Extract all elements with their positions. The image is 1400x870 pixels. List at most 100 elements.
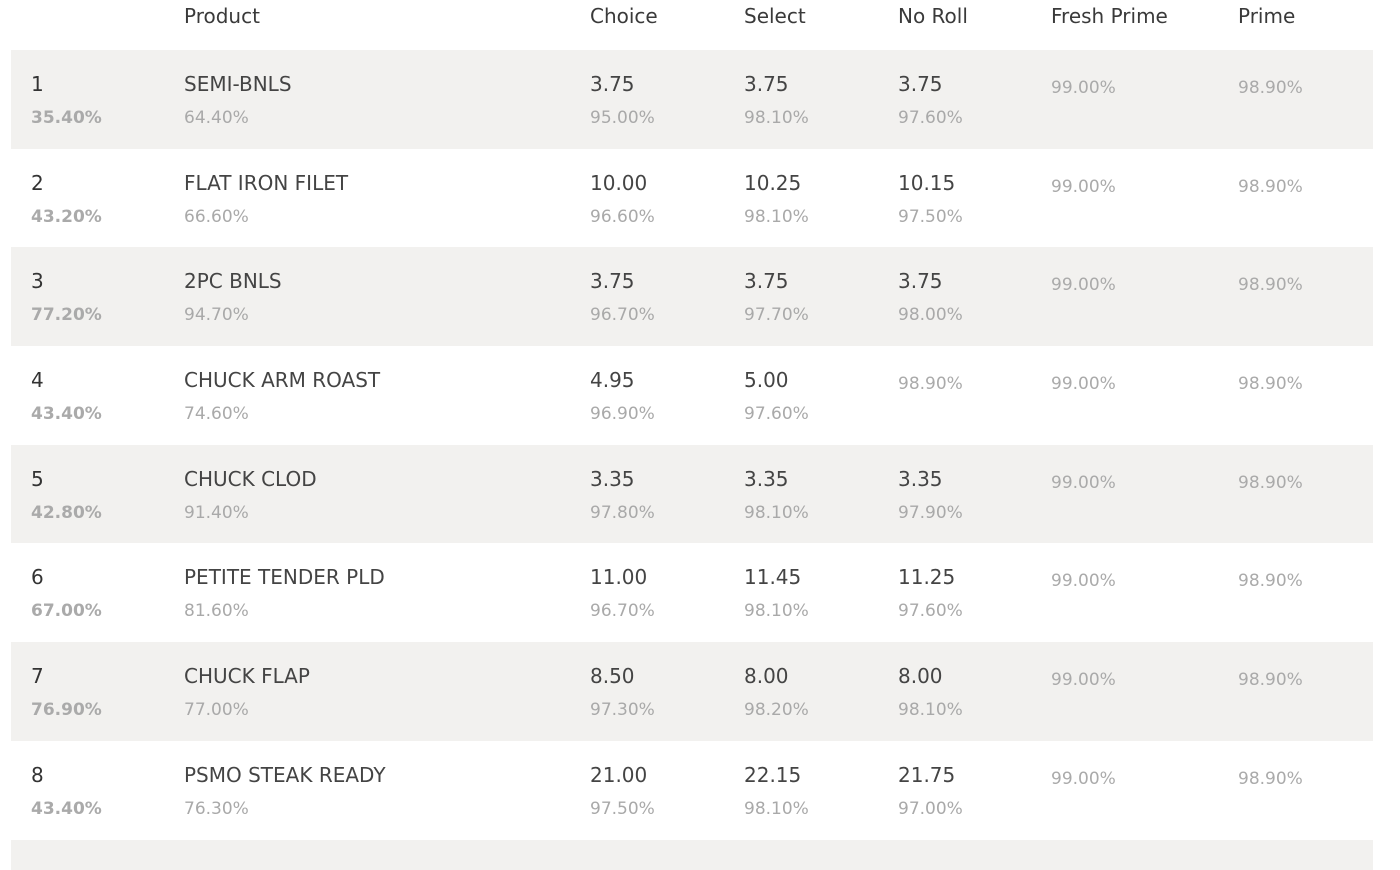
no-roll-cell: 3.35 97.90% — [898, 467, 963, 525]
no-roll-cell: 8.00 98.10% — [898, 664, 963, 722]
no-roll-cell: 10.15 97.50% — [898, 171, 963, 229]
header-choice[interactable]: Choice — [590, 4, 658, 28]
rank-value: 5 — [31, 466, 44, 491]
header-prime[interactable]: Prime — [1238, 4, 1296, 28]
rank-cell: 5 42.80% — [31, 467, 102, 525]
product-cell: PETITE TENDER PLD 81.60% — [184, 565, 385, 623]
product-cell: FLAT IRON FILET 66.60% — [184, 171, 348, 229]
table-row[interactable]: 8 43.40% PSMO STEAK READY 76.30% 21.00 9… — [11, 741, 1373, 840]
product-value: FLAT IRON FILET — [184, 170, 349, 195]
no-roll-percent: 98.00% — [898, 305, 963, 326]
product-cell: SEMI-BNLS 64.40% — [184, 72, 292, 130]
select-percent: 98.10% — [744, 798, 809, 819]
choice-value: 8.50 — [590, 664, 635, 689]
prime-percent: 98.90% — [1238, 176, 1303, 197]
no-roll-cell: 3.75 97.60% — [898, 72, 963, 130]
no-roll-cell: 21.75 97.00% — [898, 763, 963, 821]
choice-value: 3.35 — [590, 466, 635, 491]
rank-percent: 43.20% — [31, 206, 102, 227]
select-value: 3.75 — [744, 72, 789, 96]
product-cell: CHUCK FLAP 77.00% — [184, 664, 310, 722]
choice-percent: 95.00% — [590, 108, 655, 128]
rank-value: 1 — [31, 72, 44, 96]
no-roll-value: 10.15 — [898, 170, 956, 195]
header-fresh-prime[interactable]: Fresh Prime — [1051, 4, 1168, 28]
prime-percent: 98.90% — [1238, 374, 1303, 395]
product-cell: CHUCK CLOD 91.40% — [184, 467, 317, 525]
choice-percent: 96.90% — [590, 404, 655, 425]
rank-percent: 43.40% — [31, 404, 102, 425]
rank-percent: 35.40% — [31, 108, 102, 128]
table-row-partial — [11, 839, 1373, 870]
no-roll-value: 3.75 — [898, 72, 943, 96]
no-roll-percent: 97.00% — [898, 798, 963, 819]
product-value: PSMO STEAK READY — [184, 762, 386, 787]
no-roll-percent: 97.60% — [898, 601, 963, 622]
select-value: 11.45 — [744, 565, 802, 590]
choice-cell: 3.75 96.70% — [590, 269, 655, 327]
select-cell: 8.00 98.20% — [744, 664, 809, 722]
select-percent: 98.10% — [744, 206, 809, 227]
table-row[interactable]: 2 43.20% FLAT IRON FILET 66.60% 10.00 96… — [11, 149, 1373, 248]
rank-cell: 8 43.40% — [31, 763, 102, 821]
product-value: PETITE TENDER PLD — [184, 565, 385, 590]
product-value: 2PC BNLS — [184, 269, 282, 294]
rank-cell: 6 67.00% — [31, 565, 102, 623]
rank-value: 2 — [31, 170, 44, 195]
choice-cell: 8.50 97.30% — [590, 664, 655, 722]
fresh-prime-percent: 99.00% — [1051, 78, 1116, 98]
product-value: SEMI-BNLS — [184, 72, 292, 96]
choice-percent: 97.50% — [590, 798, 655, 819]
no-roll-value: 8.00 — [898, 664, 943, 689]
header-no-roll[interactable]: No Roll — [898, 4, 968, 28]
rank-value: 6 — [31, 565, 44, 590]
rank-percent: 43.40% — [31, 798, 102, 819]
prime-percent: 98.90% — [1238, 670, 1303, 691]
product-cell: 2PC BNLS 94.70% — [184, 269, 282, 327]
table-row[interactable]: 7 76.90% CHUCK FLAP 77.00% 8.50 97.30% 8… — [11, 642, 1373, 741]
fresh-prime-percent: 99.00% — [1051, 176, 1116, 197]
no-roll-value: 3.75 — [898, 269, 943, 294]
rank-percent: 67.00% — [31, 601, 102, 622]
header-product[interactable]: Product — [184, 4, 260, 28]
rank-cell: 3 77.20% — [31, 269, 102, 327]
rank-percent: 76.90% — [31, 700, 102, 721]
table-header: Product Choice Select No Roll Fresh Prim… — [11, 0, 1373, 50]
header-select[interactable]: Select — [744, 4, 806, 28]
no-roll-percent: 98.10% — [898, 700, 963, 721]
product-percent: 91.40% — [184, 502, 249, 523]
rank-cell: 7 76.90% — [31, 664, 102, 722]
select-cell: 3.75 98.10% — [744, 72, 809, 130]
prime-percent: 98.90% — [1238, 571, 1303, 592]
no-roll-cell: 11.25 97.60% — [898, 565, 963, 623]
select-value: 3.75 — [744, 269, 789, 294]
table-row[interactable]: 1 35.40% SEMI-BNLS 64.40% 3.75 95.00% 3.… — [11, 50, 1373, 149]
choice-value: 11.00 — [590, 565, 648, 590]
product-cell: PSMO STEAK READY 76.30% — [184, 763, 386, 821]
select-cell: 3.35 98.10% — [744, 467, 809, 525]
select-cell: 22.15 98.10% — [744, 763, 809, 821]
select-cell: 5.00 97.60% — [744, 368, 809, 426]
table-row[interactable]: 6 67.00% PETITE TENDER PLD 81.60% 11.00 … — [11, 543, 1373, 642]
no-roll-cell: 3.75 98.00% — [898, 269, 963, 327]
no-roll-value: 3.35 — [898, 466, 943, 491]
table-row[interactable]: 3 77.20% 2PC BNLS 94.70% 3.75 96.70% 3.7… — [11, 247, 1373, 347]
select-percent: 98.10% — [744, 601, 809, 622]
product-percent: 76.30% — [184, 798, 249, 819]
prime-percent: 98.90% — [1238, 275, 1303, 296]
rank-percent: 77.20% — [31, 305, 102, 326]
rank-cell: 2 43.20% — [31, 171, 102, 229]
product-percent: 77.00% — [184, 700, 249, 721]
select-cell: 10.25 98.10% — [744, 171, 809, 229]
choice-cell: 3.35 97.80% — [590, 467, 655, 525]
choice-cell: 4.95 96.90% — [590, 368, 655, 426]
choice-cell: 21.00 97.50% — [590, 763, 655, 821]
choice-value: 3.75 — [590, 269, 635, 294]
fresh-prime-percent: 99.00% — [1051, 670, 1116, 691]
choice-cell: 11.00 96.70% — [590, 565, 655, 623]
product-value: CHUCK CLOD — [184, 466, 317, 491]
table-row[interactable]: 5 42.80% CHUCK CLOD 91.40% 3.35 97.80% 3… — [11, 444, 1373, 544]
no-roll-percent: 97.60% — [898, 108, 963, 128]
table-row[interactable]: 4 43.40% CHUCK ARM ROAST 74.60% 4.95 96.… — [11, 346, 1373, 445]
choice-cell: 3.75 95.00% — [590, 72, 655, 130]
